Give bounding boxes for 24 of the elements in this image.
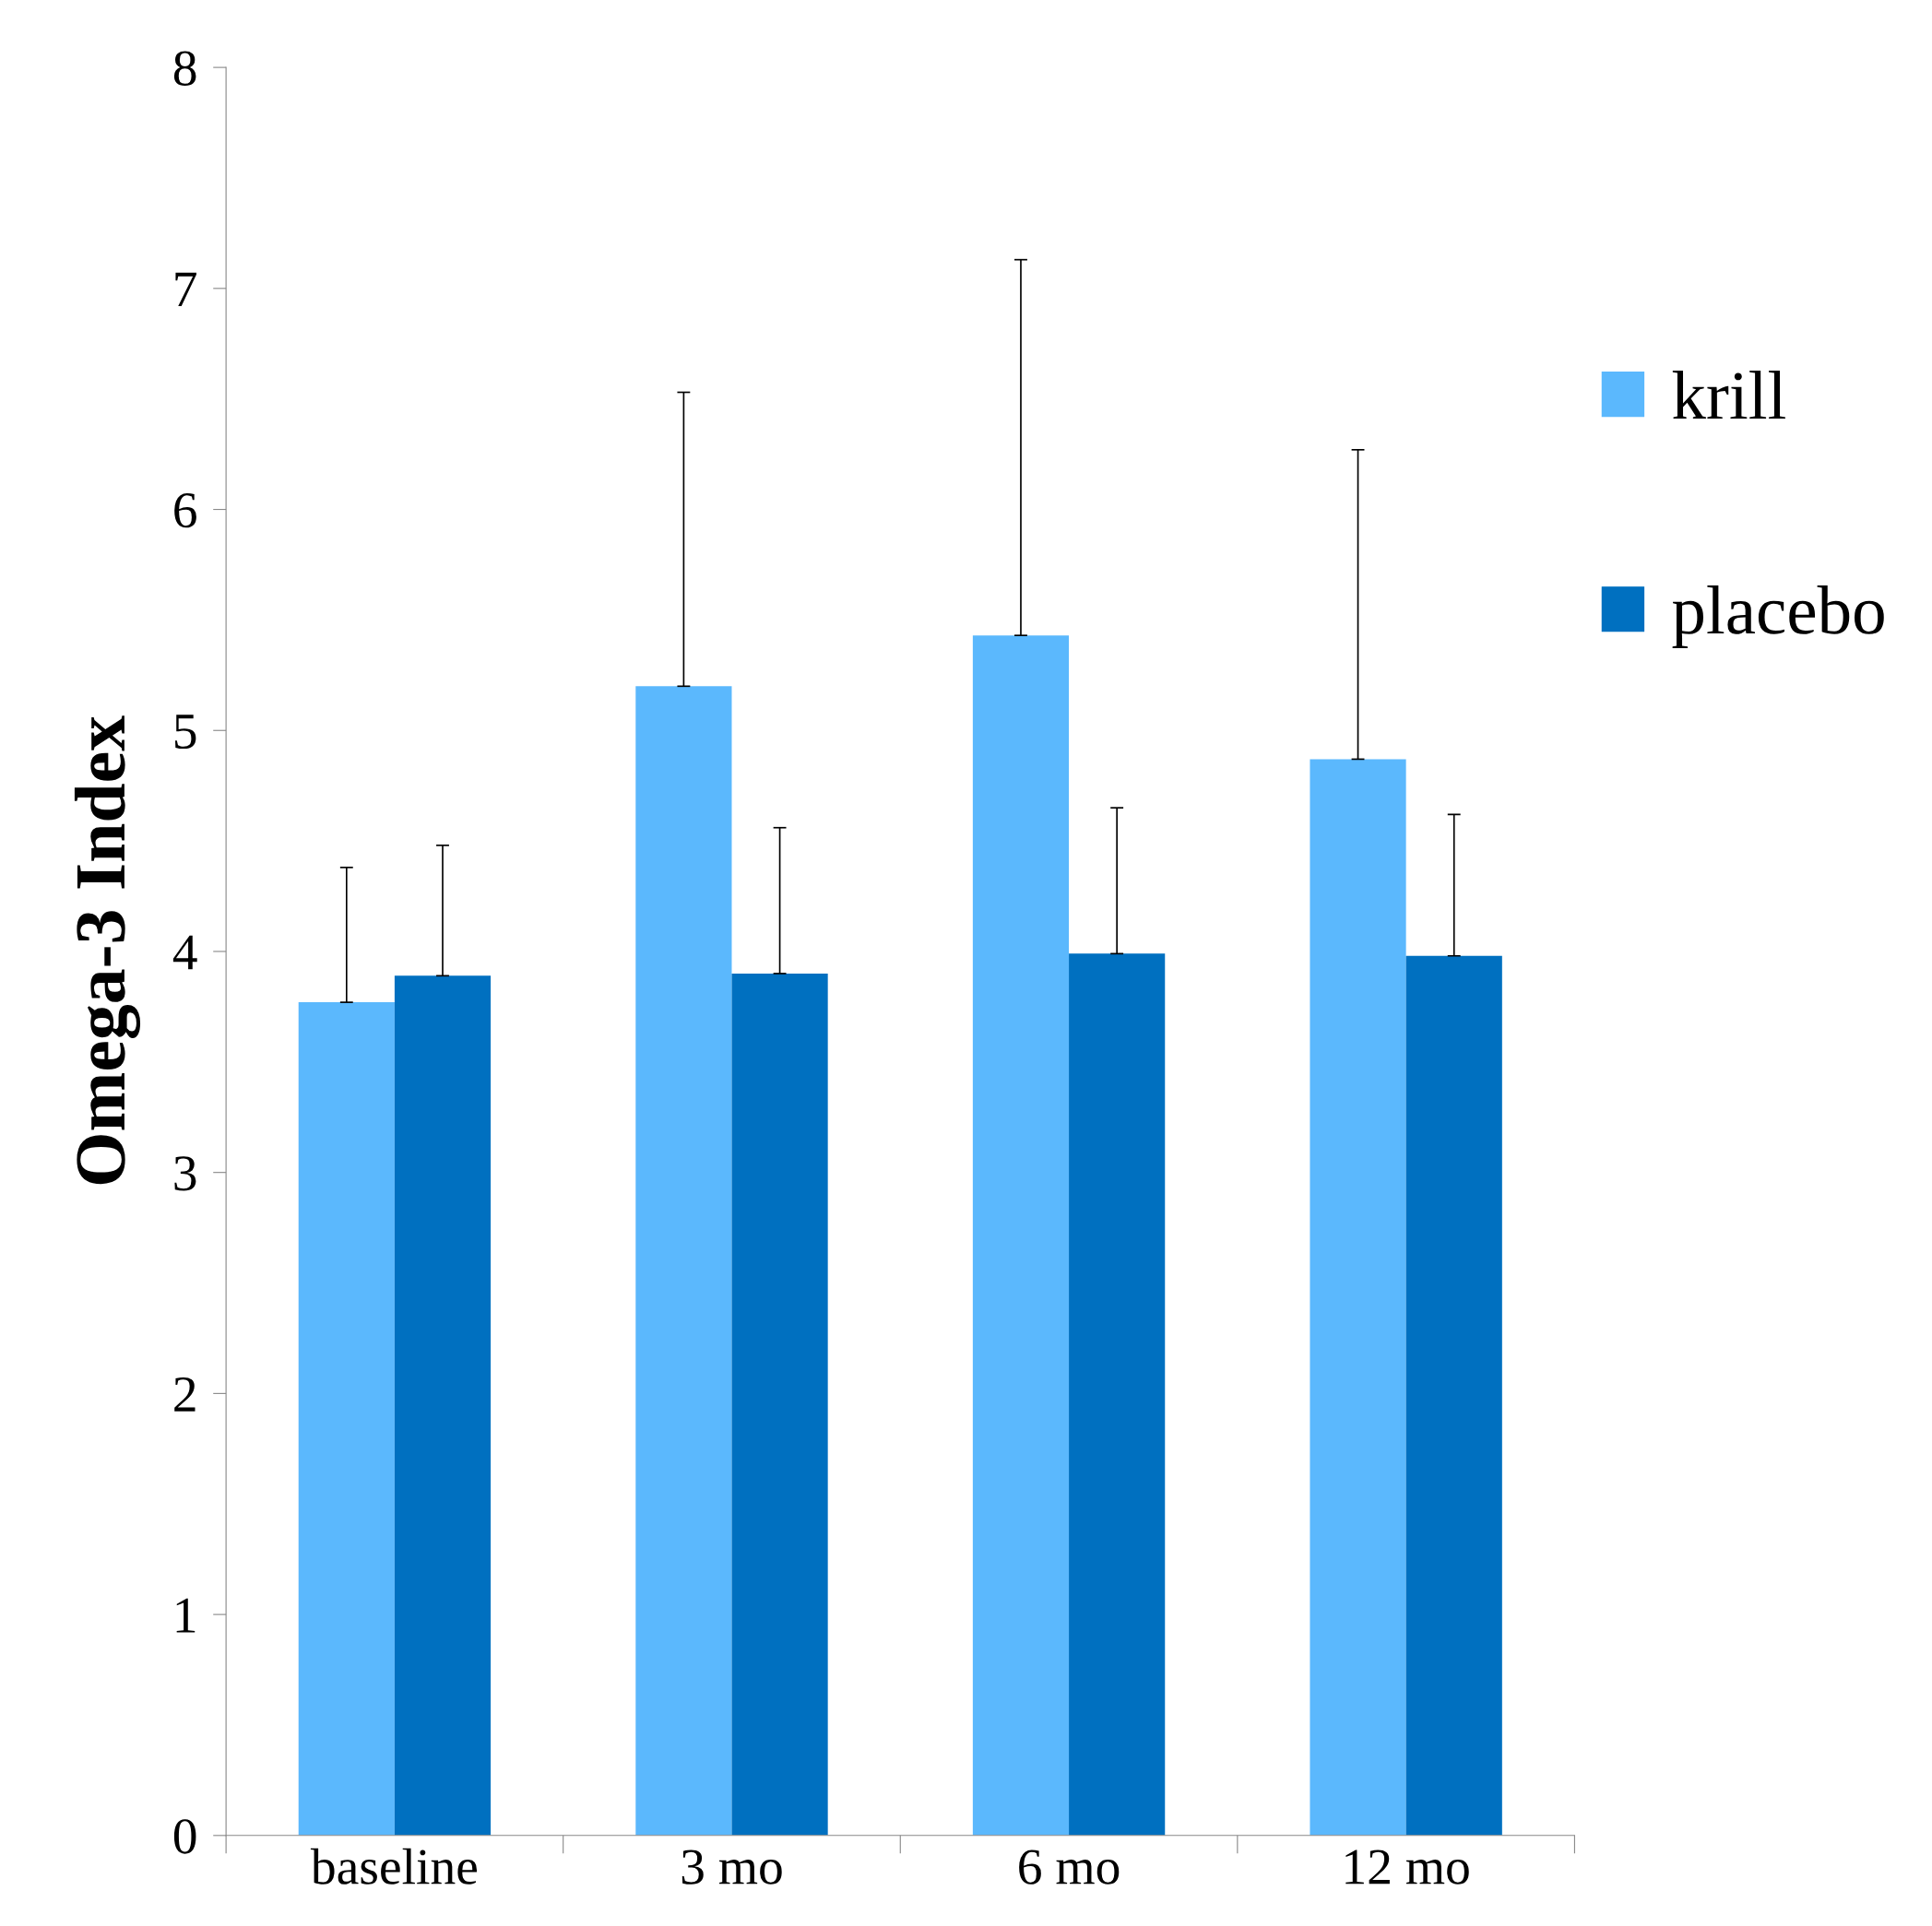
y-tick-label: 3 bbox=[174, 1156, 196, 1191]
y-tick-label: 2 bbox=[174, 1377, 196, 1412]
x-tick-label: 6 mo bbox=[1019, 1849, 1120, 1885]
y-tick-label: 8 bbox=[173, 51, 196, 86]
y-tick-label: 6 bbox=[174, 493, 196, 528]
bar bbox=[394, 975, 492, 1836]
legend-label: krill bbox=[1672, 371, 1785, 419]
bar bbox=[972, 635, 1070, 1836]
y-tick-label: 1 bbox=[176, 1598, 196, 1633]
y-axis-title: Omega-3 Index bbox=[74, 715, 141, 1185]
y-tick-label: 0 bbox=[173, 1819, 196, 1854]
bar bbox=[635, 686, 732, 1836]
bar bbox=[731, 973, 828, 1836]
x-tick-label: 12 mo bbox=[1345, 1849, 1469, 1885]
y-tick-label: 7 bbox=[175, 272, 196, 307]
bar bbox=[1310, 759, 1406, 1836]
bar bbox=[298, 1002, 395, 1836]
y-tick-label: 5 bbox=[175, 715, 196, 750]
bar bbox=[1405, 955, 1502, 1836]
bar bbox=[1069, 953, 1166, 1836]
x-tick-label: baseline bbox=[310, 1848, 477, 1885]
x-tick-label: 3 mo bbox=[682, 1849, 782, 1885]
legend-label: placebo bbox=[1672, 585, 1884, 649]
y-tick-label: 4 bbox=[172, 935, 197, 970]
